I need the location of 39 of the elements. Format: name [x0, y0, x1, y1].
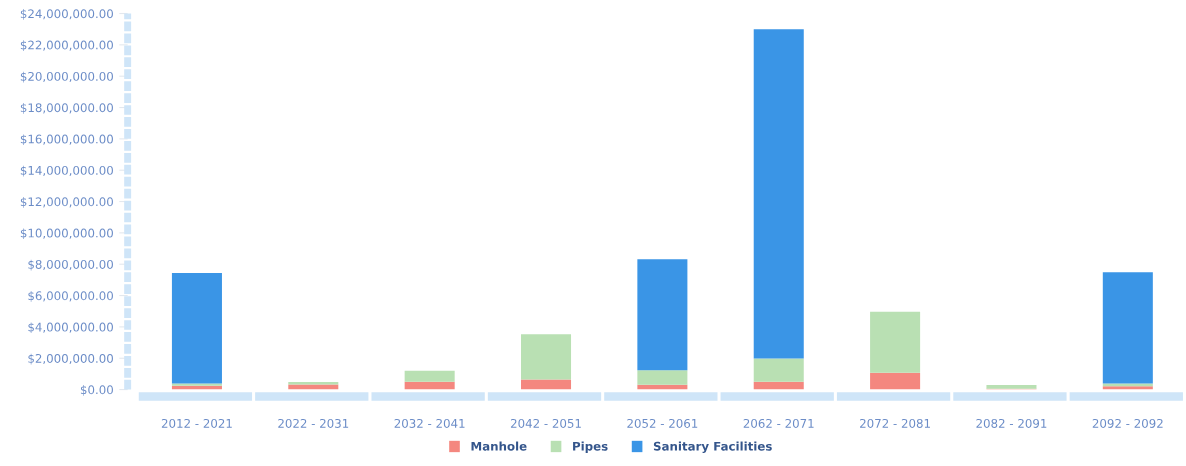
y-tick-label: $18,000,000.00	[20, 103, 113, 114]
x-tick-label: 2032 - 2041	[394, 418, 465, 428]
y-tick-label: $6,000,000.00	[28, 291, 113, 302]
bar	[986, 384, 1037, 389]
x-tick-label: 2082 - 2091	[976, 418, 1047, 428]
y-tick-label: $4,000,000.00	[28, 322, 113, 334]
y-tick-label: $24,000,000.00	[20, 9, 113, 20]
legend-label: Sanitary Facilities	[653, 441, 772, 454]
bar	[637, 370, 688, 385]
bar	[870, 372, 921, 390]
y-tick-label: $12,000,000.00	[20, 197, 113, 208]
y-tick-label: $2,000,000.00	[28, 353, 113, 365]
bar	[753, 358, 804, 382]
x-tick-label: 2012 - 2021	[161, 418, 232, 428]
y-tick-label: $14,000,000.00	[20, 165, 113, 177]
x-tick-label: 2062 - 2071	[743, 418, 814, 428]
x-tick-label: 2092 - 2092	[1092, 418, 1163, 428]
bar	[1102, 272, 1153, 384]
y-tick-label: $20,000,000.00	[20, 71, 113, 83]
bar	[753, 29, 804, 359]
bar	[171, 383, 222, 386]
x-tick-label: 2052 - 2061	[627, 418, 698, 428]
x-tick-label: 2072 - 2081	[860, 418, 930, 428]
y-tick-label: $0.00	[80, 385, 113, 396]
y-tick-label: $16,000,000.00	[20, 134, 113, 146]
bar	[404, 370, 455, 382]
y-tick-label: $8,000,000.00	[28, 259, 113, 271]
bar	[521, 334, 572, 380]
x-tick-label: 2022 - 2031	[278, 418, 349, 428]
y-tick-label: $10,000,000.00	[20, 228, 113, 240]
bar	[521, 379, 572, 390]
bar	[637, 259, 688, 371]
bar	[288, 384, 339, 390]
bar	[171, 273, 222, 384]
x-tick-label: 2042 - 2051	[510, 418, 581, 428]
legend-label: Manhole	[471, 441, 527, 451]
legend-label: Pipes	[573, 441, 608, 453]
y-tick-label: $22,000,000.00	[20, 40, 113, 52]
bar	[870, 311, 921, 373]
